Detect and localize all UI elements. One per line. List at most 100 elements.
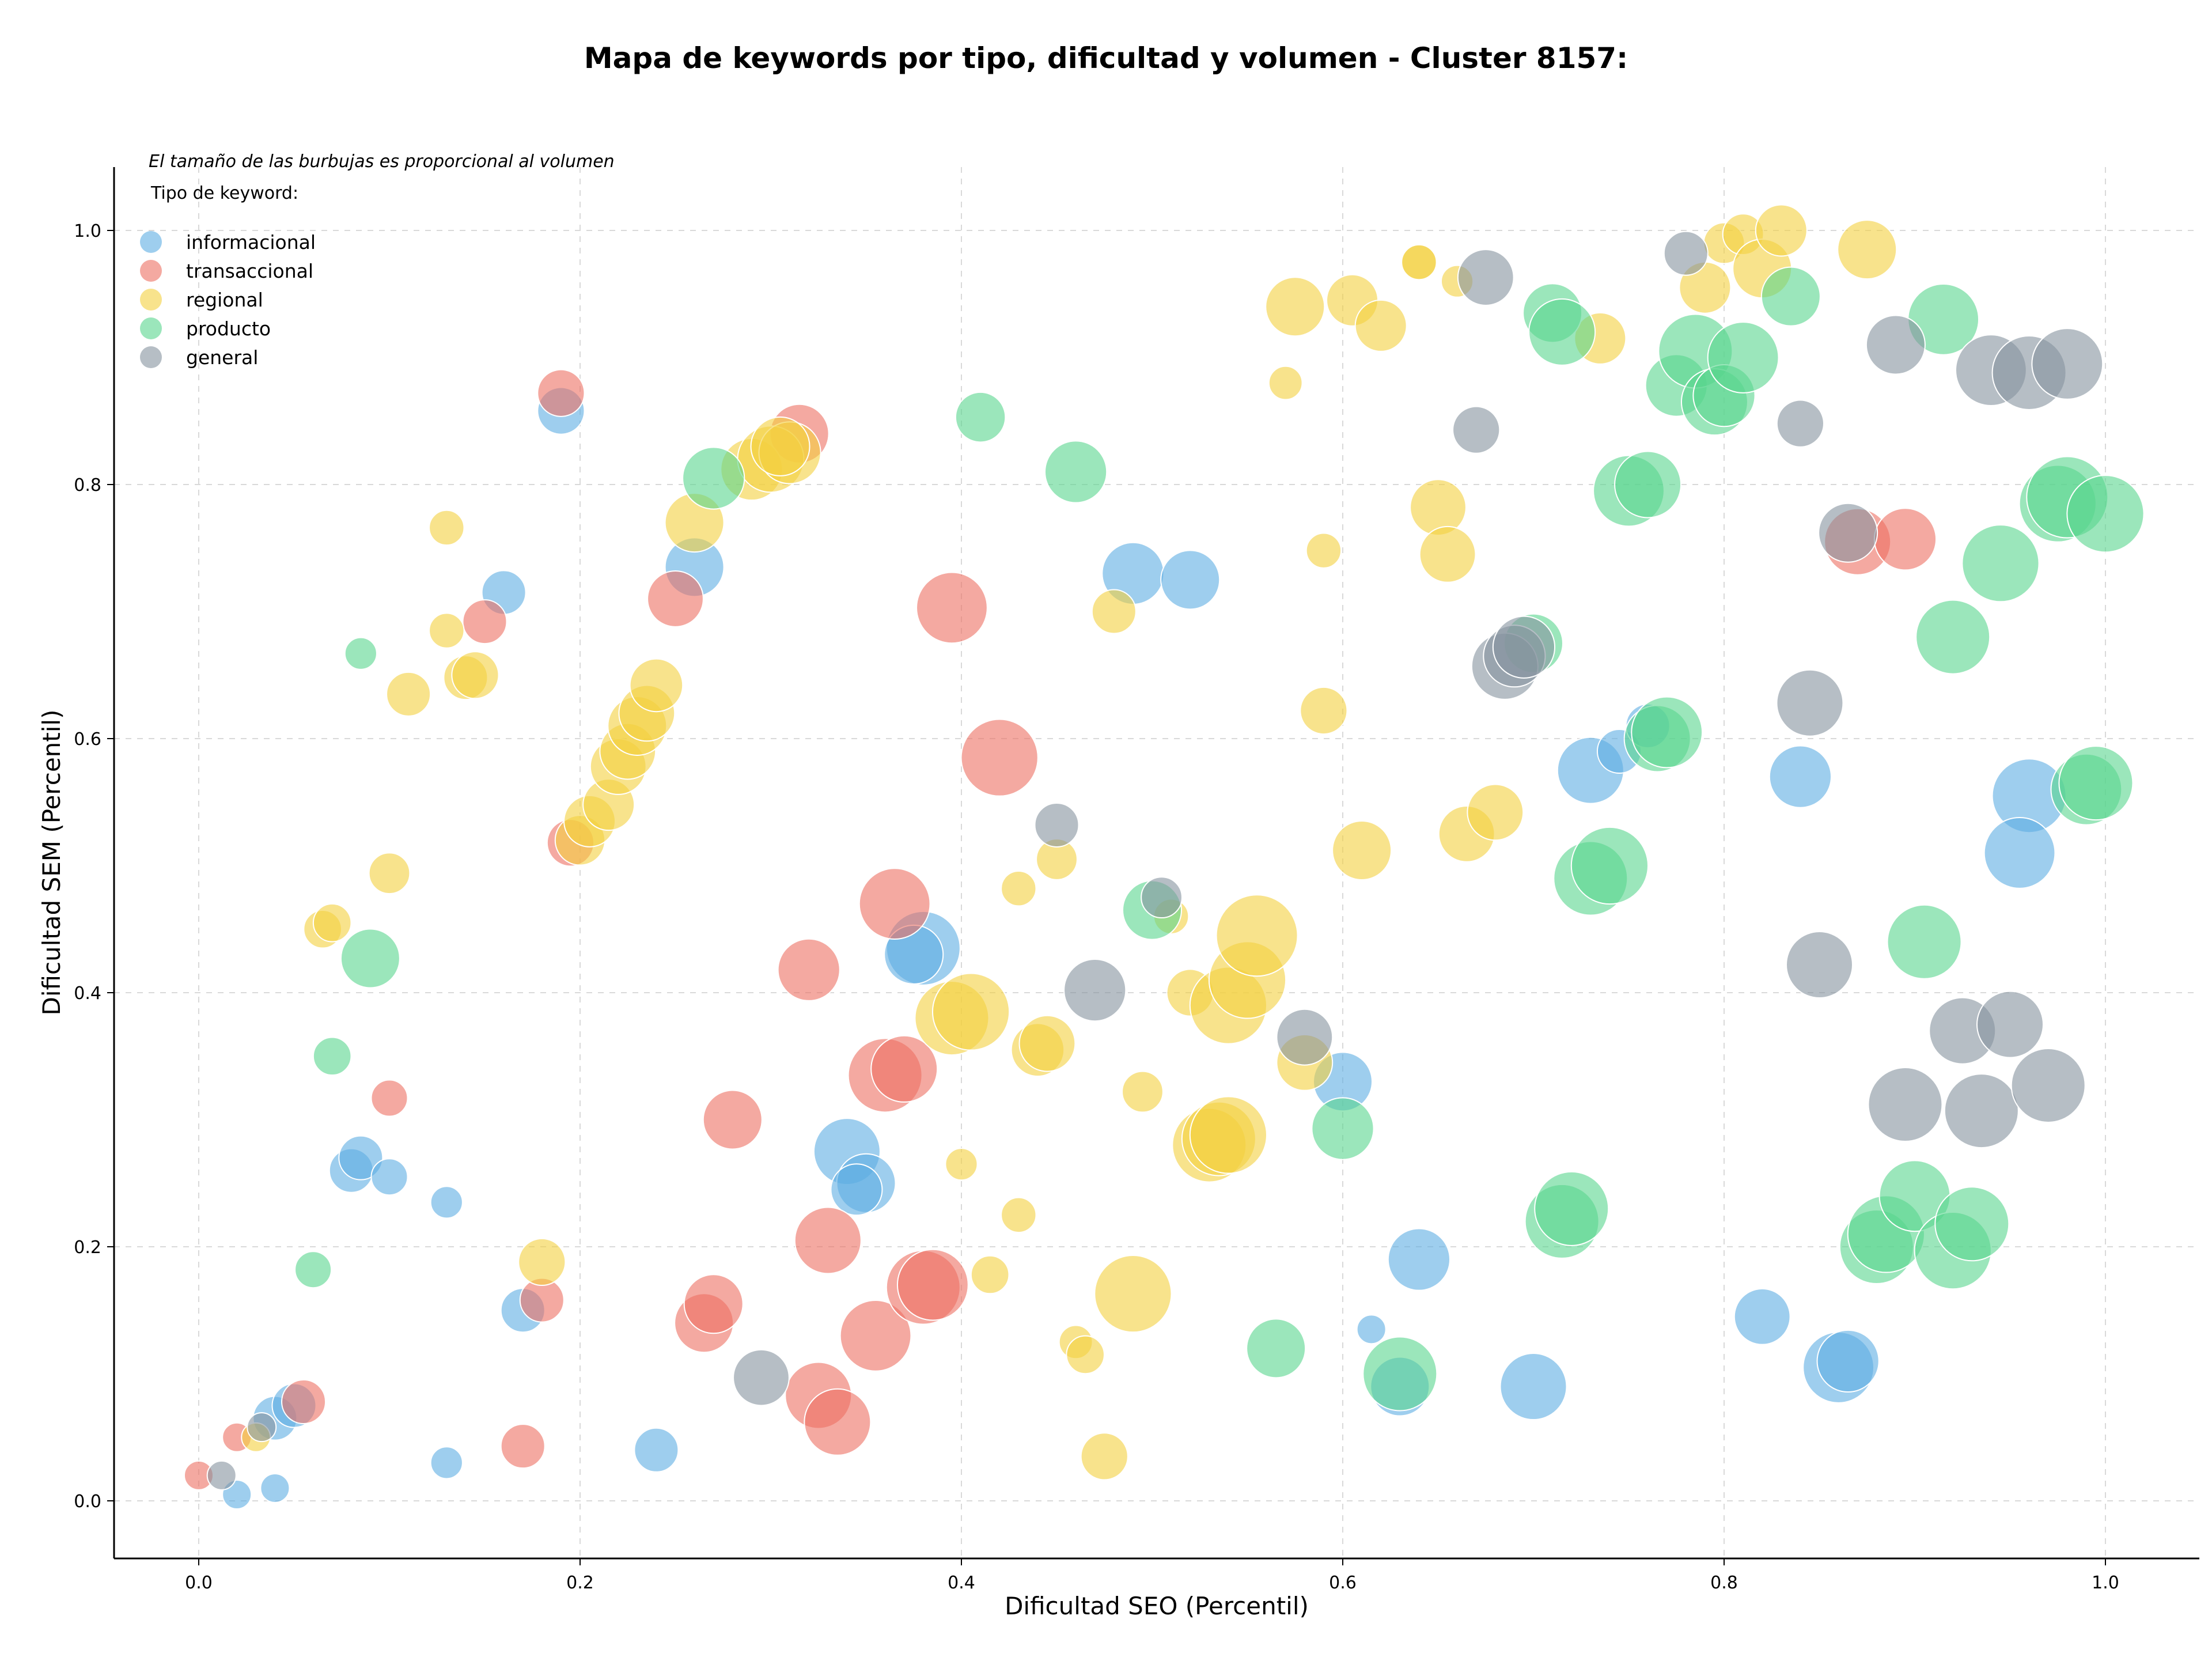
x-tick-label: 1.0 [2092,1573,2119,1593]
legend-marker-producto [140,317,162,339]
bubble-regional [1755,204,1808,257]
legend: Tipo de keyword: informacional transaccio… [140,183,316,369]
bubble-producto [1534,1171,1609,1246]
bubble-regional [1091,589,1137,634]
bubble-regional [1001,870,1037,907]
bubble-regional [931,973,1010,1051]
bubble-regional [1094,1254,1172,1333]
bubble-transaccional [500,1424,546,1469]
bubble-producto [312,1036,352,1076]
y-tick-label: 0.2 [74,1238,101,1258]
bubble-producto [344,637,377,670]
bubble-informacional [1356,1314,1387,1345]
x-tick-label: 0.0 [185,1573,213,1593]
bubble-general [1776,399,1824,448]
bubble-producto [1311,1097,1374,1160]
y-tick-label: 0.8 [74,475,101,495]
bubble-producto [1044,440,1108,504]
bubble-general [1868,1067,1943,1142]
legend-marker-regional [140,289,162,311]
bubble-regional [1265,277,1325,337]
bubble-producto [1707,321,1779,394]
bubble-producto [1614,451,1682,519]
bubble-transaccional [777,938,840,1001]
bubble-regional [1410,479,1467,536]
bubble-general [1276,1008,1334,1066]
bubble-informacional [430,1186,463,1219]
y-tick-label: 0.6 [74,729,101,750]
bubble-general [733,1349,790,1406]
bubble-regional [1001,1197,1037,1234]
bubble-transaccional [462,599,507,645]
bubble-producto [1934,1186,2010,1262]
legend-label-regional: regional [186,289,263,311]
bubble-regional [1401,244,1437,281]
y-tick-label: 1.0 [74,221,101,241]
bubble-transaccional [858,868,931,940]
y-tick-label: 0.4 [74,983,101,1004]
bubble-regional [1268,365,1303,400]
bubble-regional [1354,299,1407,352]
bubble-general [247,1412,277,1443]
bubble-transaccional [794,1206,862,1274]
bubble-regional [1215,894,1298,977]
bubble-regional [945,1148,978,1181]
legend-label-general: general [186,346,258,369]
bubble-producto [2058,746,2134,821]
legend-title: Tipo de keyword: [150,183,298,203]
bubble-transaccional [370,1079,408,1117]
bubble-informacional [1733,1288,1791,1345]
bubble-general [206,1460,237,1490]
legend-marker-transaccional [140,260,162,282]
bubble-regional [750,416,810,476]
y-axis-label: Dificultad SEM (Percentil) [37,710,66,1016]
bubble-producto [340,928,400,989]
bubble-producto [1362,1336,1438,1412]
bubble-regional [1066,1335,1105,1375]
legend-label-producto: producto [186,317,271,340]
legend-marker-informacional [140,231,162,253]
bubble-general [1818,502,1878,563]
bubble-regional [629,658,684,713]
bubble-transaccional [647,570,704,627]
bubble-general [1452,406,1501,454]
bubble-producto [955,391,1006,443]
bubble-general [1063,958,1127,1022]
bubble-transaccional [960,718,1039,797]
bubble-producto [2066,475,2145,553]
bubble-transaccional [870,1035,938,1103]
bubble-general [1944,1073,2019,1149]
bubble-informacional [634,1427,679,1473]
bubble-regional [1837,220,1897,280]
bubble-transaccional [281,1379,327,1425]
bubble-transaccional [804,1388,872,1456]
bubble-general [2031,328,2104,400]
bubble-producto [1570,826,1649,905]
bubble-informacional [830,1163,883,1216]
bubble-informacional [430,1446,463,1480]
bubble-producto [1246,1318,1306,1379]
x-tick-label: 0.8 [1710,1573,1738,1593]
bubble-informacional [1160,550,1221,610]
bubble-informacional [1499,1353,1567,1421]
bubble-informacional [260,1473,290,1503]
bubble-general [1776,669,1844,737]
x-axis-label: Dificultad SEO (Percentil) [1005,1592,1309,1620]
bubble-informacional [1983,817,2056,889]
bubble-regional [451,651,499,699]
bubble-regional [1332,820,1392,881]
bubble-producto [1961,524,2040,603]
bubble-producto [1887,904,1962,979]
bubble-regional [1467,784,1524,841]
x-tick-label: 0.6 [1329,1573,1357,1593]
bubble-regional [1300,686,1348,735]
bubble-informacional [370,1158,408,1196]
bubble-regional [970,1255,1010,1295]
bubble-transaccional [916,572,988,644]
bubble-informacional [1387,1228,1450,1291]
bubble-transaccional [839,1299,912,1372]
bubble-regional [386,671,431,717]
legend-label-informacional: informacional [186,231,316,253]
bubble-regional [1305,532,1342,569]
